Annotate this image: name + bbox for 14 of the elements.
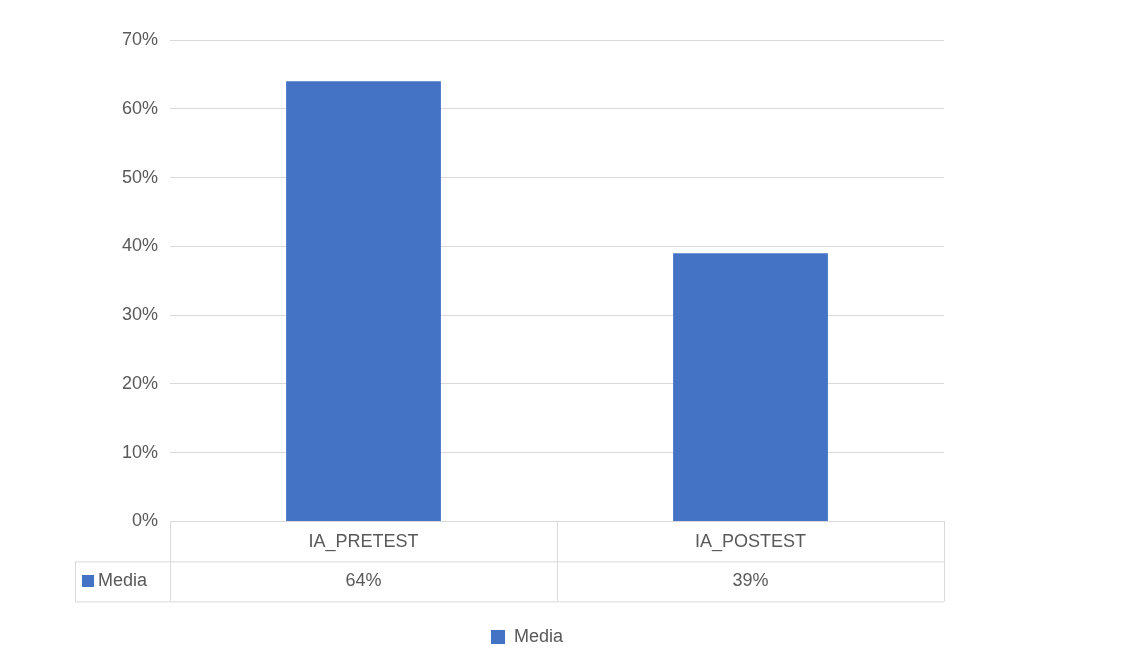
y-tick-label: 10% xyxy=(122,441,159,462)
y-tick-label: 0% xyxy=(132,510,159,531)
text: Media xyxy=(98,570,148,591)
x-tick-label: IA_POSTEST xyxy=(694,531,807,553)
y-tick-label: 50% xyxy=(122,166,159,187)
y-tick-label: 70% xyxy=(122,28,159,49)
y-tick-label: 40% xyxy=(122,235,159,256)
y-tick-label: 20% xyxy=(122,372,159,393)
y-tick-label: 30% xyxy=(122,304,159,325)
y-tick-label: 60% xyxy=(122,97,159,118)
legend-label: Media xyxy=(513,625,564,646)
data-label: 39% xyxy=(732,570,769,591)
data-label: 64% xyxy=(345,570,382,591)
x-tick-label: IA_PRETEST xyxy=(308,531,419,553)
